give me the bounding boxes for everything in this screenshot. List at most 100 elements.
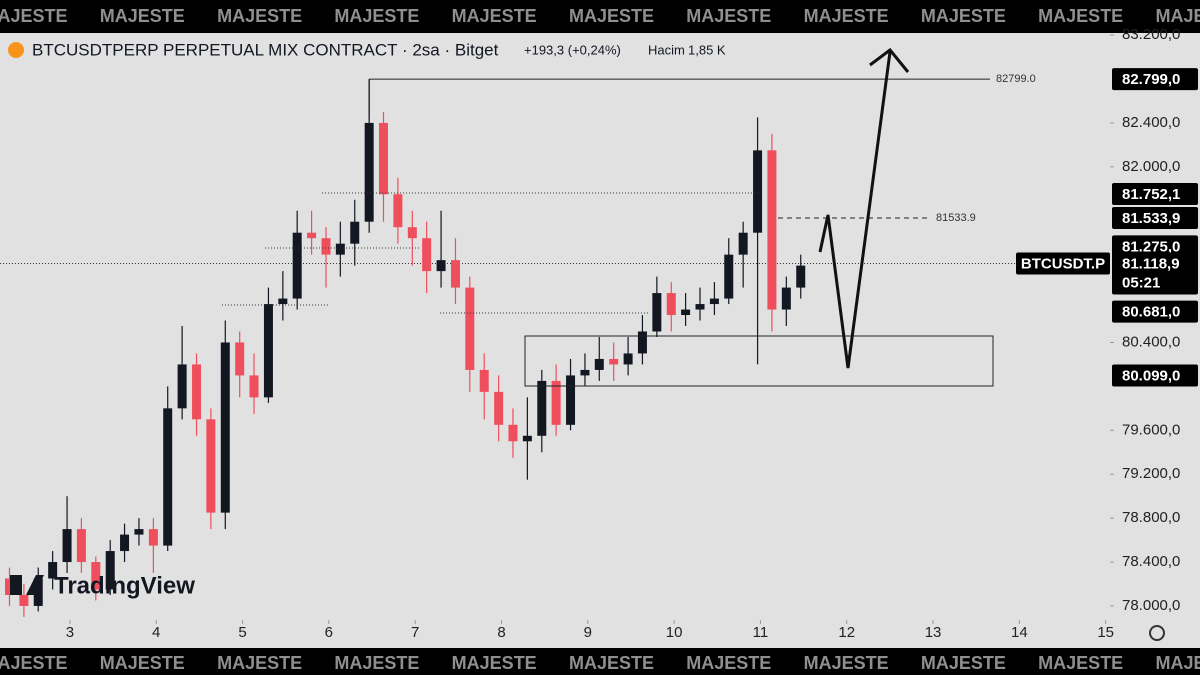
settings-icon[interactable] — [1149, 625, 1165, 641]
candle-body — [192, 364, 202, 420]
watermark: MAJESTE — [452, 6, 537, 26]
x-tick-label: 4 — [152, 624, 160, 641]
candle-body — [263, 304, 273, 398]
candle-body — [235, 342, 245, 376]
candle-body — [105, 551, 115, 590]
watermark: MAJESTE — [1038, 6, 1123, 26]
candle-body — [4, 578, 14, 595]
x-tick-label: 7 — [411, 624, 419, 641]
price-tag — [1112, 68, 1198, 91]
price-tag — [1112, 183, 1198, 206]
change: +193,3 (+0,24%) — [524, 42, 621, 57]
price-tag — [1112, 235, 1198, 258]
candle-body — [537, 380, 547, 436]
current-price-tag — [1112, 252, 1198, 295]
x-tick-label: 15 — [1097, 624, 1114, 641]
watermark: MAJESTE — [452, 653, 537, 673]
price-tag-label: 81.533,9 — [1122, 210, 1180, 227]
candle-body — [709, 298, 719, 305]
x-tick-label: 11 — [753, 624, 769, 641]
chart-title: BTCUSDTPERP PERPETUAL MIX CONTRACT · 2sa… — [32, 40, 499, 59]
watermark: MAJESTE — [569, 653, 654, 673]
current-price-label: 81.118,9 — [1122, 256, 1180, 273]
watermark: MAJESTE — [1155, 6, 1200, 26]
candle-body — [148, 529, 158, 546]
candle-body — [508, 424, 518, 442]
candle-body — [465, 287, 475, 370]
coin-icon — [8, 42, 24, 58]
price-tag — [1112, 364, 1198, 387]
candle-body — [76, 529, 86, 563]
candle-body — [724, 254, 734, 299]
x-tick-label: 12 — [838, 624, 855, 641]
candle-body — [278, 298, 288, 305]
candle-body — [393, 194, 403, 228]
watermark: MAJESTE — [217, 6, 302, 26]
candle-body — [378, 122, 388, 195]
x-tick-label: 6 — [325, 624, 333, 641]
logo-mark — [10, 575, 22, 595]
candle-body — [522, 435, 532, 442]
candle-body — [623, 353, 633, 365]
annotation-label: 81533.9 — [936, 212, 976, 224]
candle-body — [321, 238, 331, 255]
annotation-label: 82799.0 — [996, 73, 1036, 85]
candle-body — [407, 227, 417, 239]
watermark: MAJESTE — [0, 6, 68, 26]
candle-body — [796, 265, 806, 288]
countdown: 05:21 — [1122, 275, 1160, 292]
watermark: MAJESTE — [0, 653, 68, 673]
candle-body — [292, 232, 302, 299]
watermark: MAJESTE — [921, 6, 1006, 26]
volume-label: Hacim — [648, 42, 685, 57]
candle-body — [753, 150, 763, 233]
logo: TradingView — [10, 572, 195, 599]
y-tick-label: 78.400,0 — [1122, 553, 1180, 570]
price-tag-label: 81.752,1 — [1122, 186, 1180, 203]
watermark: MAJESTE — [1038, 653, 1123, 673]
volume: 1,85 K — [688, 42, 726, 57]
candle-body — [450, 260, 460, 288]
candle-body — [33, 578, 43, 606]
candle-body — [781, 287, 791, 310]
forecast-arrow — [818, 51, 892, 369]
candle-body — [551, 380, 561, 425]
watermark: MAJESTE — [217, 653, 302, 673]
x-tick-label: 10 — [666, 624, 683, 641]
watermark: MAJESTE — [569, 6, 654, 26]
watermark: MAJESTE — [1155, 653, 1200, 673]
candle-body — [249, 375, 259, 398]
candle-body — [350, 221, 360, 244]
candle-body — [364, 122, 374, 222]
candle-body — [494, 391, 504, 425]
candle-body — [436, 260, 446, 272]
candle-body — [19, 594, 29, 606]
y-tick-label: 78.800,0 — [1122, 509, 1180, 526]
watermark: MAJESTE — [334, 653, 419, 673]
candle-body — [580, 369, 590, 376]
candle-body — [220, 342, 230, 513]
candle-body — [695, 304, 705, 310]
watermark: MAJESTE — [334, 6, 419, 26]
zone-box — [524, 335, 994, 387]
bottom-banner — [0, 648, 1200, 675]
y-tick-label: 78.000,0 — [1122, 597, 1180, 614]
arrow-head — [869, 47, 910, 73]
candle-body — [120, 534, 130, 552]
watermark: MAJESTE — [100, 653, 185, 673]
candle-body — [767, 150, 777, 310]
price-tag-label: 82.799,0 — [1122, 71, 1180, 88]
price-tag-label: 80.099,0 — [1122, 367, 1180, 384]
candle-body — [609, 358, 619, 365]
price-tag-label: 81.275,0 — [1122, 238, 1180, 255]
candle-body — [206, 419, 216, 513]
top-banner — [0, 0, 1200, 33]
candle-body — [134, 529, 144, 535]
x-tick-label: 8 — [497, 624, 505, 641]
candle-body — [738, 232, 748, 255]
symbol-tag — [1016, 252, 1110, 275]
watermark: MAJESTE — [921, 653, 1006, 673]
candle-body — [652, 293, 662, 332]
candle-body — [335, 243, 345, 255]
